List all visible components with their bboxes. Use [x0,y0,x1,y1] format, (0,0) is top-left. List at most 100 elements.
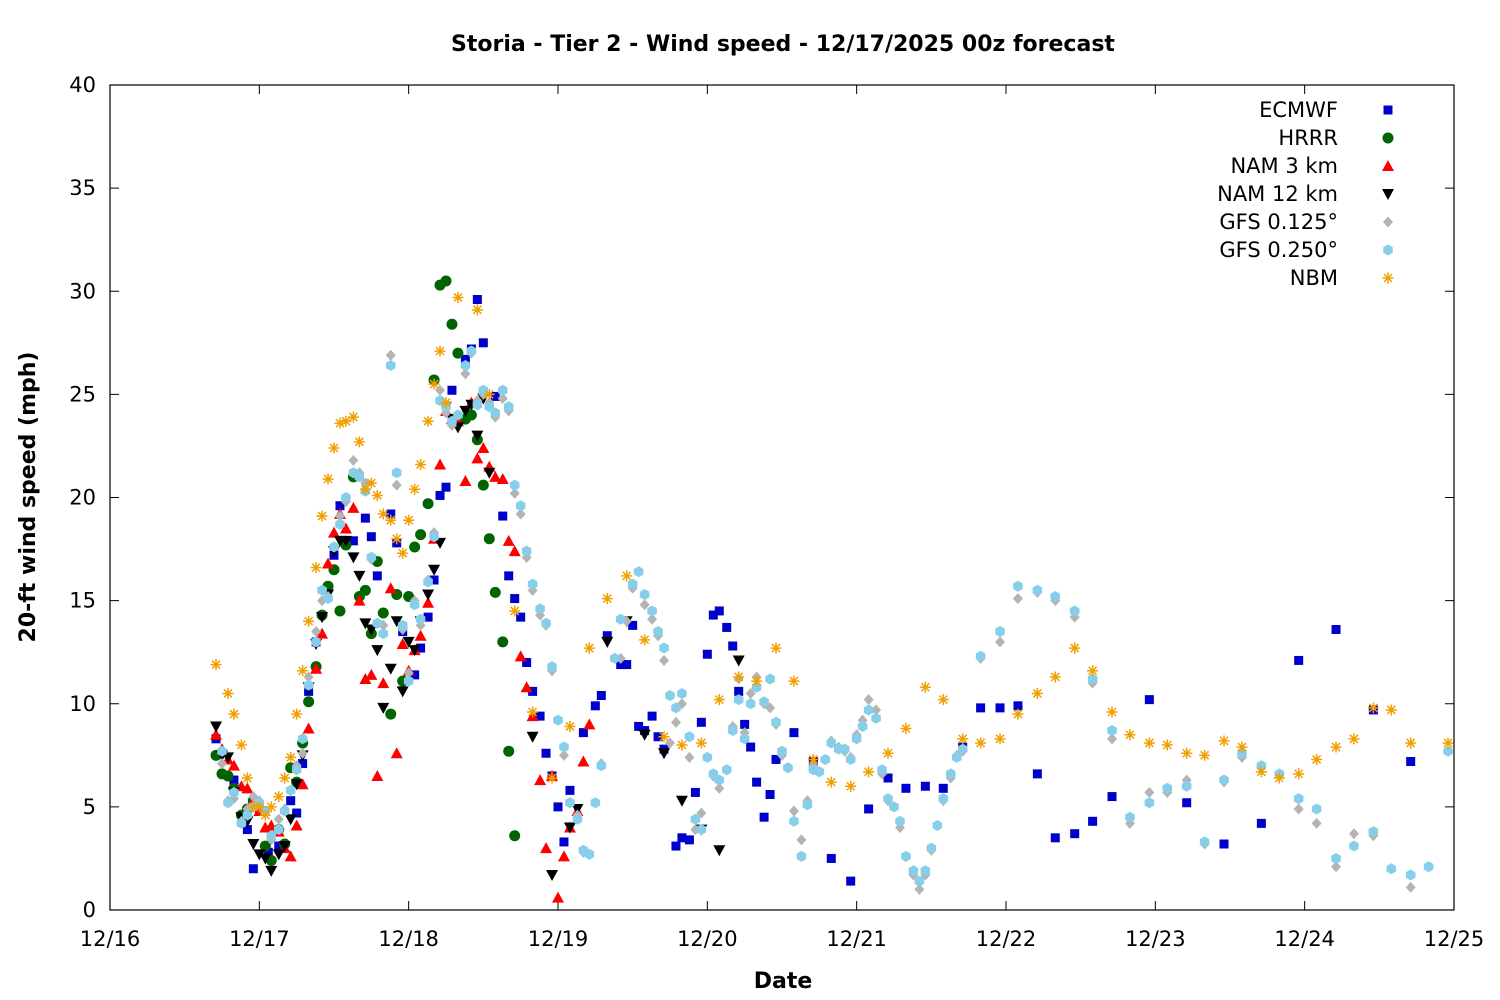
data-point [777,745,787,757]
data-point [920,781,930,791]
data-point [863,694,874,706]
data-point [665,690,675,701]
data-point [1368,826,1379,838]
data-point [563,822,576,834]
data-point [871,712,881,724]
data-point [516,612,526,622]
data-point [514,650,527,662]
data-point [771,754,781,764]
data-point [273,824,284,836]
data-point [696,717,706,727]
data-point [857,720,868,732]
data-point [528,686,538,696]
data-point [658,731,670,743]
data-point [722,622,732,632]
data-point [279,805,290,817]
data-point [477,442,490,453]
data-point [241,816,254,828]
data-point [653,626,663,638]
y-tick-label: 40 [69,73,96,97]
x-tick-label: 12/25 [1424,927,1485,951]
data-point [317,584,327,596]
data-point [908,865,919,877]
data-point [739,733,750,745]
data-point [310,562,322,574]
data-point [839,743,850,755]
data-point [639,588,650,600]
data-point [1442,737,1454,749]
data-point [1348,733,1360,745]
data-point [994,733,1006,745]
data-point [647,605,657,617]
data-point [975,650,986,662]
data-point [227,759,240,771]
data-point [901,783,911,793]
data-point [522,658,532,667]
data-point [478,338,488,348]
data-point [248,864,258,874]
data-point [647,613,658,625]
data-point [759,812,769,822]
data-point [510,594,520,604]
data-point [602,631,612,641]
data-point [359,483,371,495]
y-axis-label: 20-ft wind speed (mph) [16,352,41,643]
data-point [1331,861,1342,873]
data-point [590,797,601,809]
data-point [578,728,588,738]
legend-item-nam-12-km: NAM 12 km [1217,182,1394,206]
data-point [1013,580,1023,592]
data-point [796,850,807,862]
data-point [210,728,223,740]
data-point [1124,729,1136,741]
legend-marker [1383,105,1393,115]
data-point [434,537,447,549]
legend-item-gfs-0-125: GFS 0.125° [1219,210,1393,234]
data-point [217,745,227,757]
data-point [241,772,253,784]
data-point [423,612,433,622]
series-ecmwf [211,295,1416,886]
data-point [1107,733,1118,745]
data-point [385,514,397,526]
data-point [553,802,563,812]
data-point [676,739,688,751]
y-tick-label: 0 [83,898,96,922]
data-point [509,487,520,499]
data-point [1311,817,1322,829]
data-point [285,784,296,796]
y-tick-label: 15 [69,589,96,613]
data-point [900,723,912,734]
data-point [296,778,309,790]
data-point [390,747,403,759]
data-point [478,384,489,396]
data-point [273,813,284,825]
data-point [460,360,471,371]
data-point [634,721,644,731]
data-point [490,391,500,401]
data-point [653,732,663,742]
data-point [359,673,372,684]
legend-label: GFS 0.125° [1219,210,1338,234]
data-point [695,737,707,749]
data-point [391,533,403,545]
data-point [802,799,813,811]
data-point [708,768,719,780]
data-point [1087,673,1098,685]
data-point [895,815,905,827]
data-point [489,586,501,598]
data-point [1294,655,1304,665]
data-point [416,643,426,653]
data-point [1013,701,1023,711]
data-point [297,733,308,745]
data-point [366,532,376,542]
data-point [765,673,775,685]
data-point [223,797,233,809]
data-point [446,318,458,330]
data-point [1256,818,1266,828]
data-point [274,841,284,851]
data-point [728,641,738,651]
data-point [502,534,515,546]
data-point [221,752,234,764]
